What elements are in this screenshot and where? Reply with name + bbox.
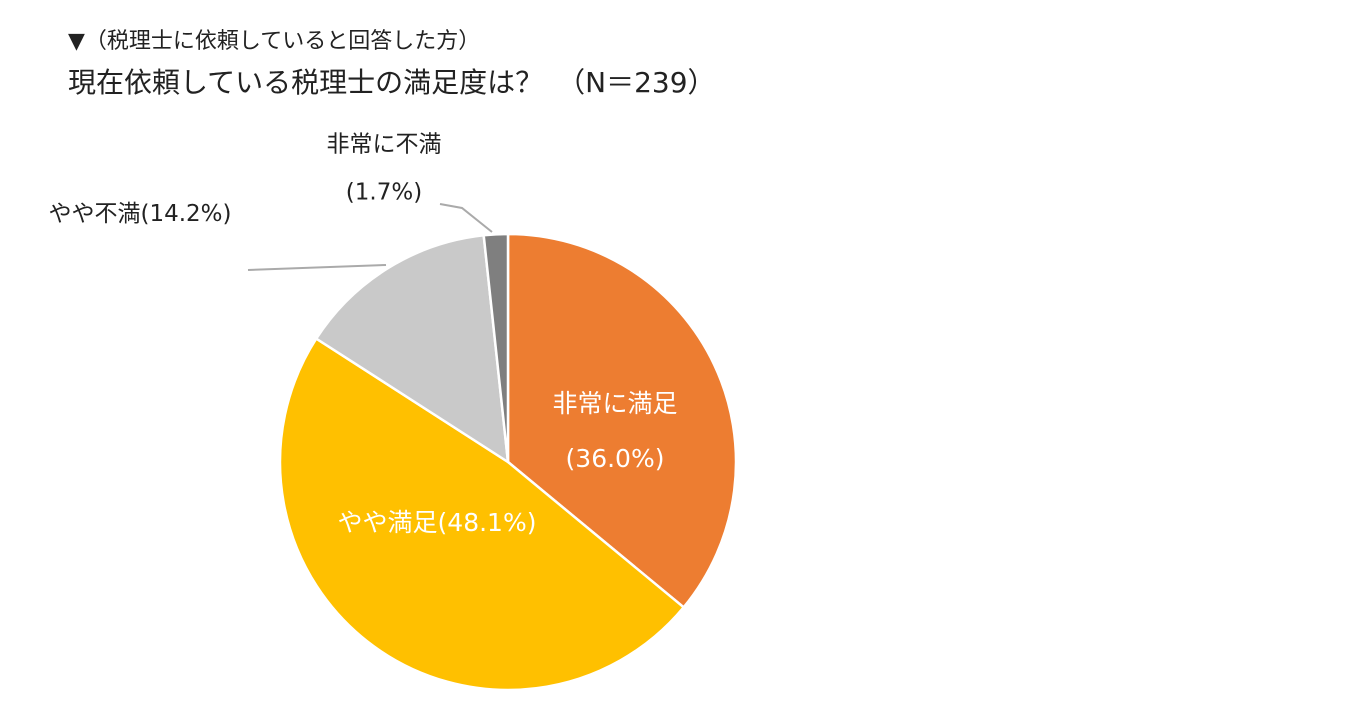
slice-label: やや満足(48.1%) [338, 508, 537, 537]
pie-slice [506, 232, 738, 610]
pie [278, 232, 738, 692]
value-label: (1.7%) [346, 180, 422, 206]
value-label: (48.1%) [438, 508, 537, 537]
category-name: やや満足 [338, 508, 438, 537]
pie-slice [314, 233, 510, 465]
value-label: (36.0%) [566, 444, 665, 473]
value-label: (14.2%) [140, 201, 231, 227]
category-name: やや不満 [48, 201, 140, 227]
leader-line [247, 264, 387, 271]
slice-label: やや不満(14.2%) [48, 201, 231, 227]
leader-line [439, 203, 493, 233]
chart-subtitle: ▼（税理士に依頼していると回答した方） [68, 29, 480, 54]
pie-slice [482, 232, 510, 463]
slice-label: 非常に不満 [327, 132, 442, 158]
chart-title: 現在依頼している税理士の満足度は？ （N＝239） [68, 66, 716, 99]
slice-label: 非常に満足 [552, 389, 677, 418]
pie-slice [278, 336, 686, 692]
